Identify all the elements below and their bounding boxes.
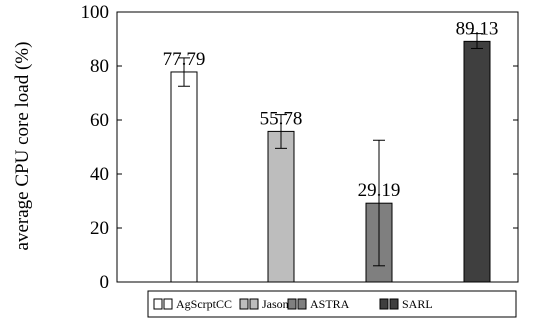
y-tick-label: 0: [100, 272, 110, 293]
y-tick-label: 60: [90, 110, 109, 131]
legend-label: SARL: [402, 297, 433, 311]
legend-label: AgScrptCC: [176, 297, 232, 311]
data-label: 29.19: [358, 180, 401, 201]
data-label: 89.13: [456, 18, 499, 39]
plot-frame: [116, 11, 519, 283]
legend-label: ASTRA: [310, 297, 350, 311]
y-tick-label: 100: [81, 2, 110, 23]
legend-swatch: [163, 298, 173, 310]
legend-swatch: [239, 298, 249, 310]
legend-swatch: [249, 298, 259, 310]
legend-swatch: [389, 298, 399, 310]
y-tick-label: 80: [90, 56, 109, 77]
y-tick-label: 40: [90, 164, 109, 185]
data-label: 55.78: [260, 108, 303, 129]
data-label: 77.79: [163, 49, 206, 70]
y-tick-label: 20: [90, 218, 109, 239]
bar-sarl: [463, 40, 491, 283]
legend-swatch: [287, 298, 297, 310]
legend-swatch: [153, 298, 163, 310]
y-axis-label: average CPU core load (%): [12, 42, 33, 251]
legend-swatch: [297, 298, 307, 310]
legend-swatch: [379, 298, 389, 310]
legend-box: [147, 290, 517, 318]
bar-agscrptcc: [170, 71, 198, 283]
bar-jason: [267, 130, 295, 283]
legend: AgScrptCC Jason ASTRA SARL: [147, 290, 517, 318]
legend-label: Jason: [262, 297, 289, 311]
